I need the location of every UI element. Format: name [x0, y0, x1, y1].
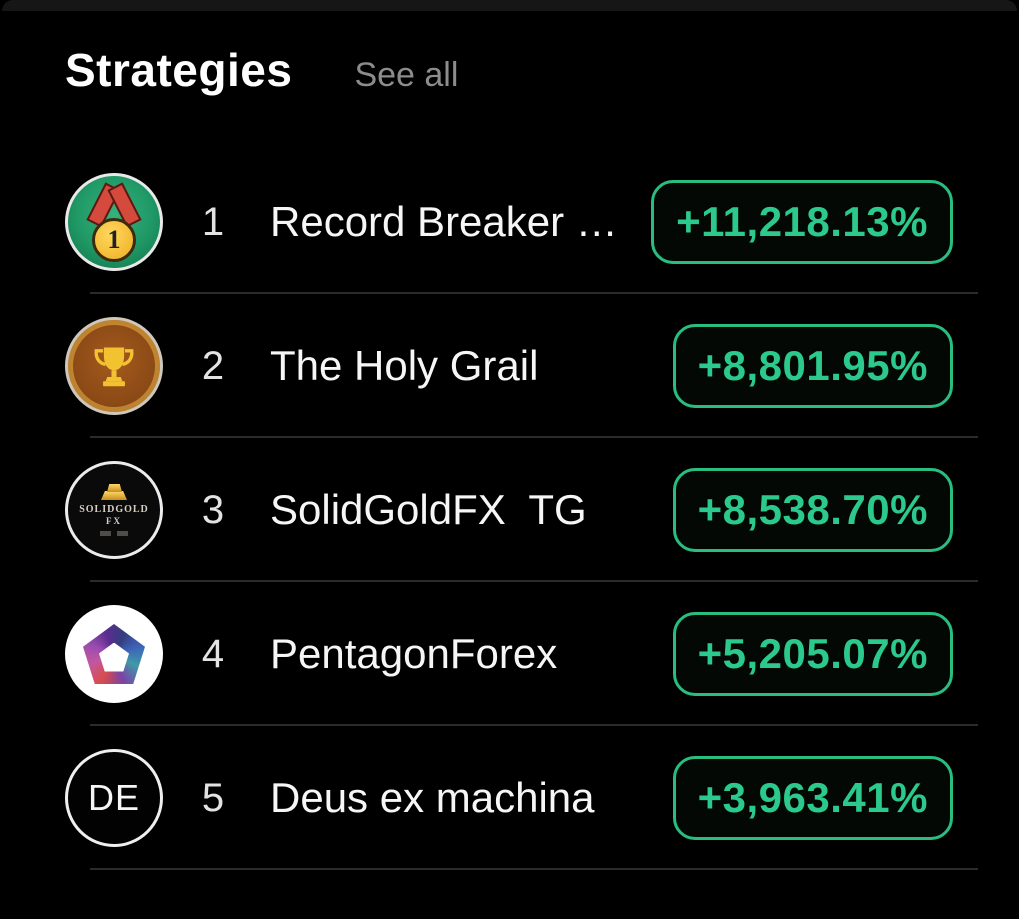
gain-badge[interactable]: +11,218.13% — [651, 180, 953, 264]
strategy-name: Record Breaker … — [270, 198, 618, 245]
solidgold-fx-logo-icon: SOLIDGOLD FX — [65, 461, 163, 559]
strategy-name: PentagonForex — [270, 630, 558, 677]
gold-trophy-icon — [65, 317, 163, 415]
strategy-row-4[interactable]: 4 PentagonForex +5,205.07% — [65, 582, 978, 726]
gain-badge[interactable]: +8,538.70% — [672, 468, 953, 552]
medal-disc-icon: 1 — [92, 218, 136, 262]
rank-label: 5 — [201, 775, 225, 820]
strategies-header: Strategies See all — [65, 43, 979, 97]
gold-bars-icon — [99, 484, 129, 500]
gain-badge[interactable]: +3,963.41% — [672, 756, 953, 840]
pentagon-center-icon — [99, 642, 129, 672]
strategy-name: SolidGoldFX TG — [270, 486, 587, 533]
initials-de-avatar: DE — [65, 749, 163, 847]
strategies-list: 1 1 Record Breaker … +11,218.13% 2 The H… — [65, 150, 978, 870]
pentagon-forex-logo-icon — [65, 605, 163, 703]
strategy-row-2[interactable]: 2 The Holy Grail +8,801.95% — [65, 294, 978, 438]
strategy-row-5[interactable]: DE 5 Deus ex machina +3,963.41% — [65, 726, 978, 870]
strategy-row-1[interactable]: 1 1 Record Breaker … +11,218.13% — [65, 150, 978, 294]
page-title: Strategies — [65, 44, 293, 96]
gain-badge[interactable]: +5,205.07% — [672, 612, 953, 696]
see-all-link[interactable]: See all — [354, 56, 459, 94]
strategy-row-3[interactable]: SOLIDGOLD FX 3 SolidGoldFX TG +8,538.70% — [65, 438, 978, 582]
rank-label: 2 — [201, 343, 225, 388]
solidgold-logo-fx-text: FX — [106, 516, 122, 526]
trophy-glyph-icon — [94, 347, 134, 387]
strategy-name: The Holy Grail — [270, 342, 539, 389]
pentagon-gradient-icon — [83, 624, 145, 684]
solidgold-logo-text: SOLIDGOLD — [79, 504, 149, 515]
card-top-edge — [2, 0, 1017, 11]
solidgold-logo-marks — [100, 531, 128, 536]
rank-label: 4 — [201, 631, 225, 676]
rank-label: 3 — [201, 487, 225, 532]
gain-badge[interactable]: +8,801.95% — [672, 324, 953, 408]
first-place-medal-icon: 1 — [65, 173, 163, 271]
strategy-name: Deus ex machina — [270, 774, 595, 821]
rank-label: 1 — [201, 199, 225, 244]
